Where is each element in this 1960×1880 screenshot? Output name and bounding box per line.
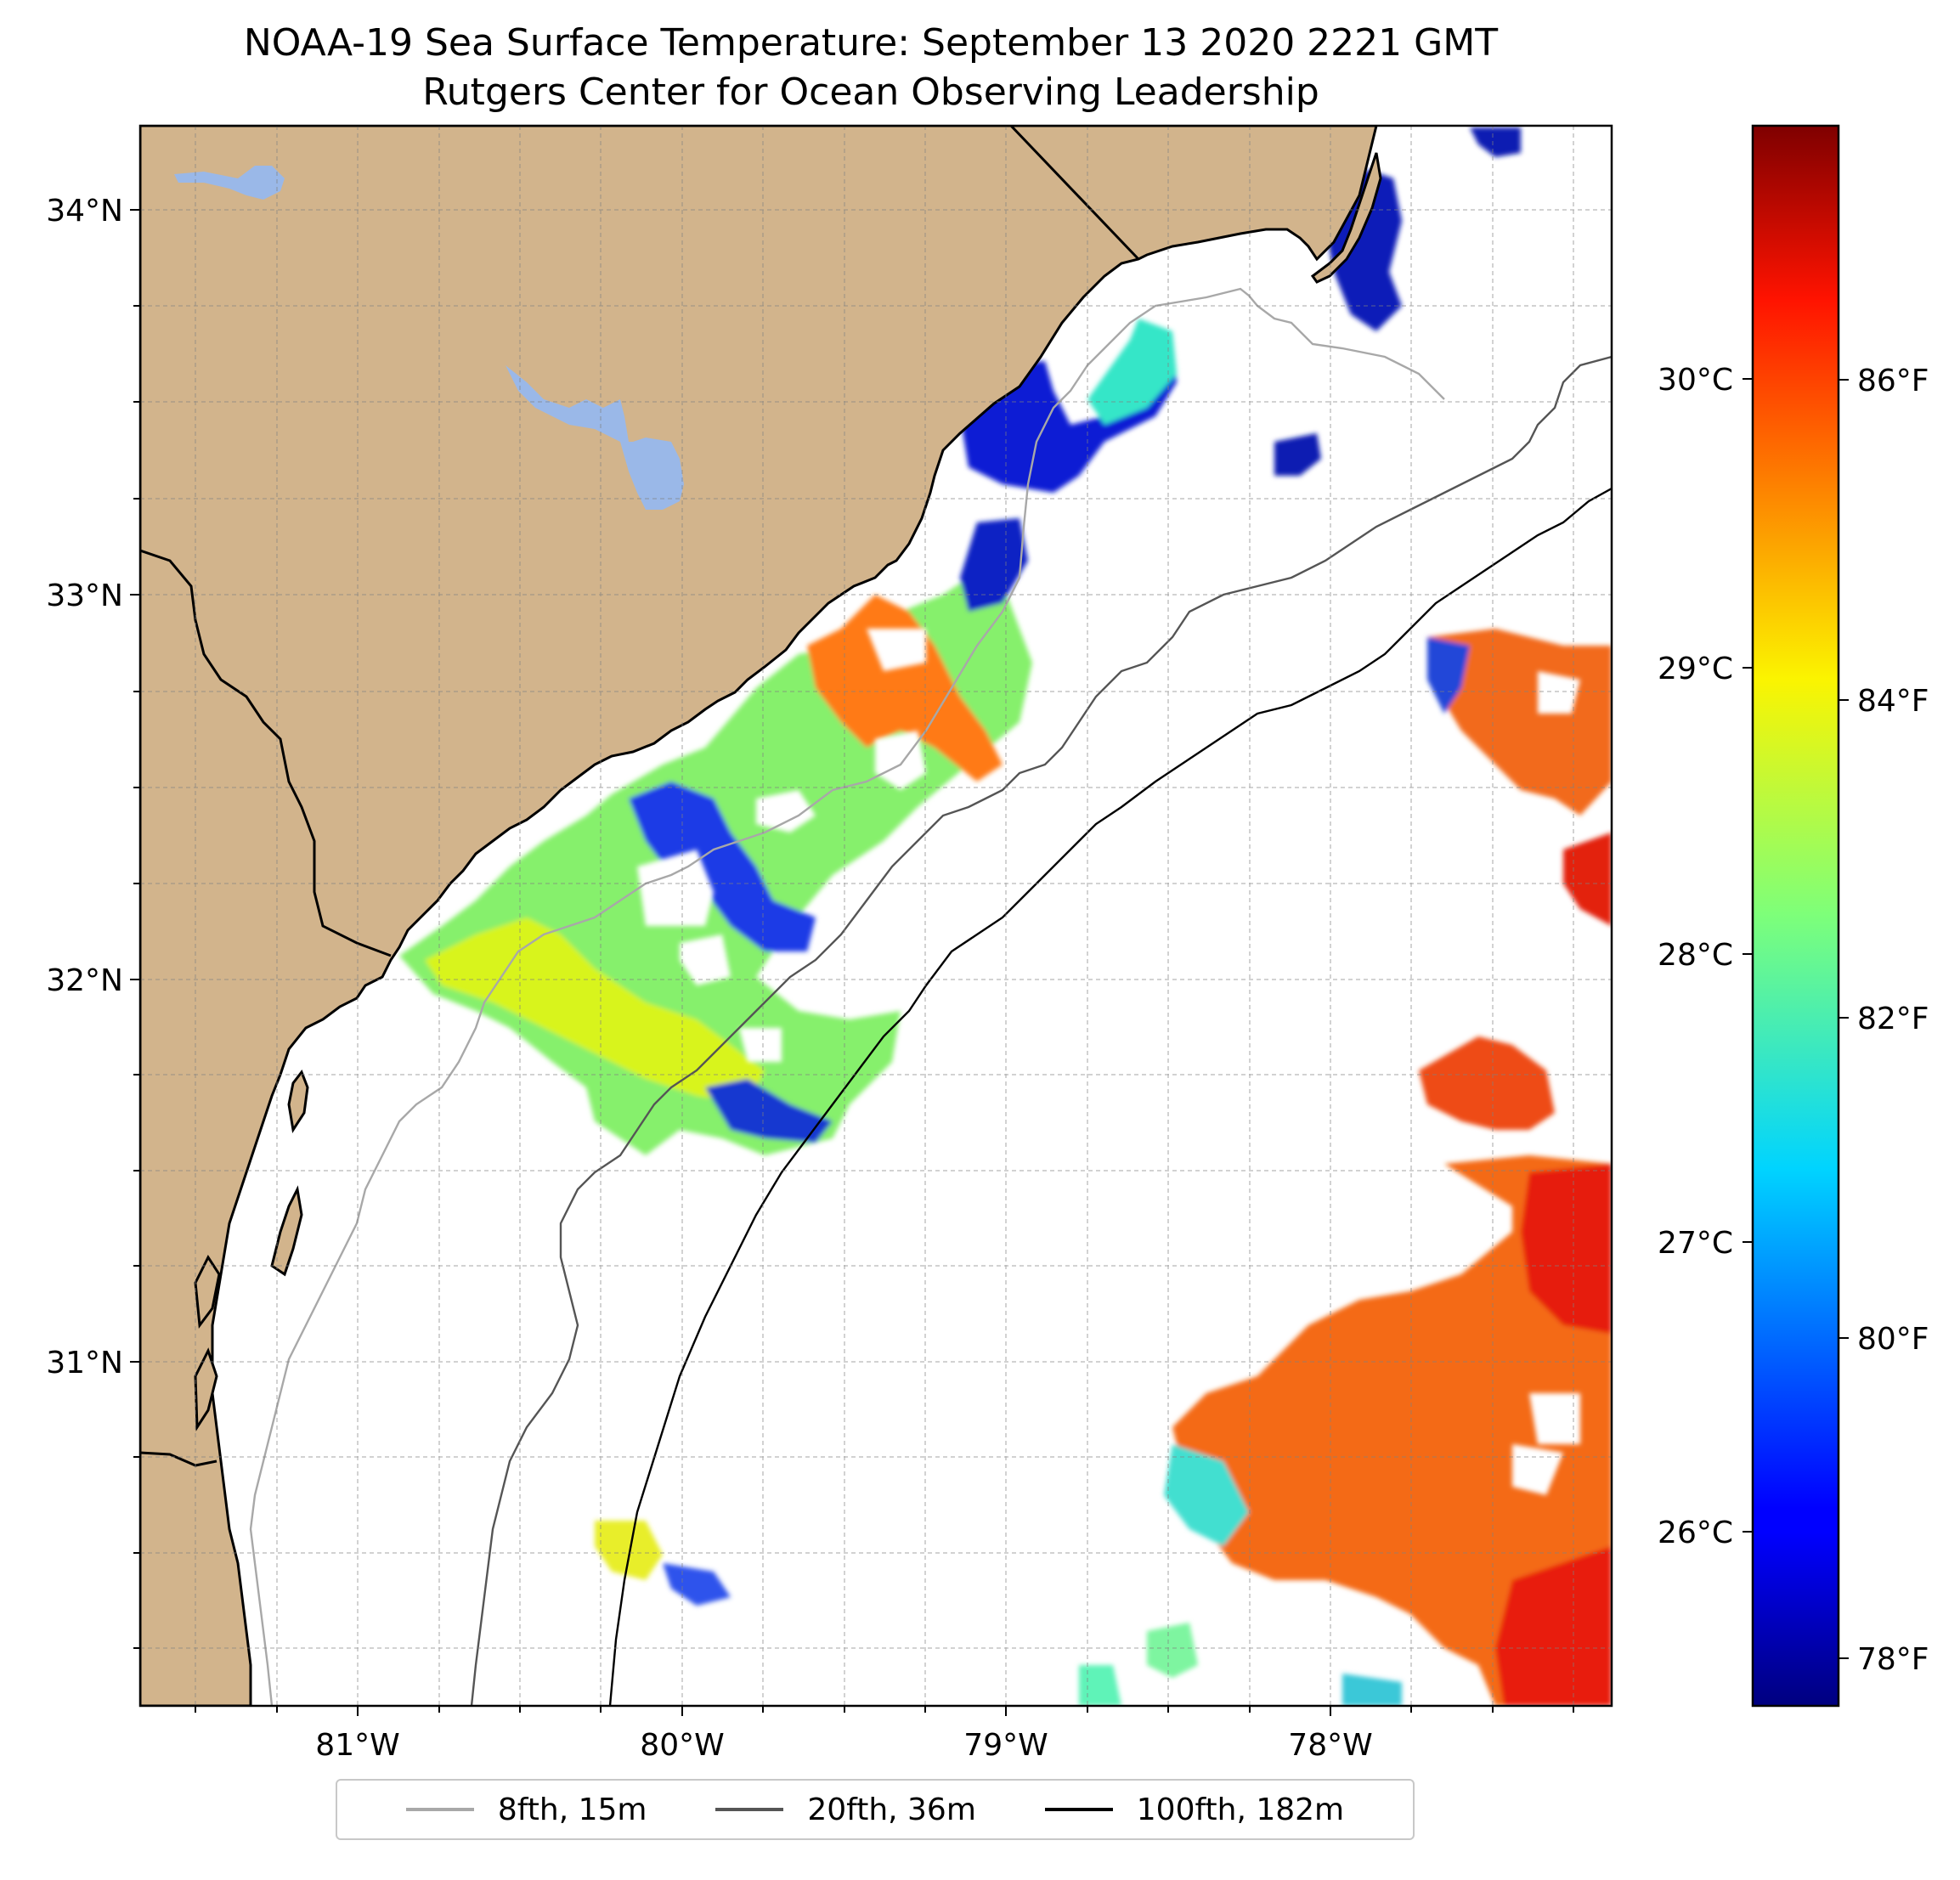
barrier-island — [194, 1347, 218, 1431]
map-title: NOAA-19 Sea Surface Temperature: Septemb… — [136, 19, 1606, 117]
sst-patch-red-east — [1563, 833, 1612, 926]
barrier-island — [194, 1254, 221, 1329]
sst-patch-south-east-red-2 — [1495, 1546, 1612, 1706]
legend-label-100fth: 100fth, 182m — [1136, 1792, 1345, 1827]
title-line-1: NOAA-19 Sea Surface Temperature: Septemb… — [243, 21, 1499, 65]
sst-patch-gulfstream-ne — [1427, 629, 1612, 816]
sst-patch-south-east-large — [1172, 1155, 1612, 1706]
colorbar-celsius-label: 30°C — [1658, 363, 1733, 398]
cloud-gap — [1529, 1393, 1580, 1444]
cloud-gap — [739, 1028, 782, 1062]
sst-patch-bottom-edge-2 — [1342, 1674, 1402, 1706]
nc-sc-border — [1009, 126, 1140, 261]
lon-tick-label: 81°W — [315, 1728, 399, 1763]
lon-tick-label: 79°W — [963, 1728, 1048, 1763]
sst-patch-cape-fear-top — [1470, 127, 1521, 157]
barrier-island — [270, 1185, 303, 1277]
colorbar-celsius-label: 27°C — [1658, 1226, 1733, 1261]
sst-patch-gulfstream-ne-blue — [1427, 637, 1470, 714]
land-mass — [140, 126, 1378, 1706]
colorbar-fahrenheit-label: 80°F — [1857, 1322, 1929, 1357]
sst-patch-bottom-blue — [663, 1563, 731, 1606]
sst-patch-blue-nearshore — [629, 782, 816, 951]
legend-swatch-8fth — [405, 1808, 474, 1811]
sst-patch-far-bottom — [1147, 1623, 1198, 1678]
map-panel — [140, 126, 1612, 1706]
axis-ticks — [130, 209, 1574, 1716]
sst-patch-south-blue — [705, 1079, 833, 1143]
legend-entry-20fth: 20fth, 36m — [715, 1792, 976, 1827]
lat-tick-label: 33°N — [46, 579, 123, 613]
lat-tick-label: 32°N — [46, 963, 123, 998]
lake-small-north — [174, 166, 285, 200]
map-frame — [138, 124, 1613, 1708]
colorbar-ticks — [1743, 378, 1849, 1659]
legend-swatch-100fth — [1044, 1808, 1113, 1811]
sst-patch-blue-mid — [960, 518, 1028, 612]
colorbar-fahrenheit-label: 82°F — [1857, 1002, 1929, 1036]
sst-patch-cyan-north — [1087, 319, 1177, 425]
cloud-gap — [637, 850, 714, 926]
barrier-island — [287, 1069, 309, 1134]
cloud-gap — [867, 629, 926, 671]
cloud-gap — [680, 934, 731, 985]
colorbar-fahrenheit-label: 78°F — [1857, 1642, 1929, 1677]
lake-marion — [506, 365, 684, 510]
lat-tick-label: 31°N — [46, 1346, 123, 1380]
colorbar-celsius-label: 26°C — [1658, 1516, 1733, 1550]
sst-patch-bottom-small — [595, 1521, 663, 1580]
cloud-gap — [875, 731, 926, 790]
isobath-8fth — [249, 287, 1445, 1706]
colorbar-celsius-label: 28°C — [1658, 938, 1733, 973]
cloud-gap — [756, 790, 816, 833]
sst-patch-sw-cyan — [1164, 1444, 1249, 1546]
isobath-100fth — [608, 487, 1612, 1706]
barrier-island — [1310, 152, 1382, 284]
legend-label-8fth: 8fth, 15m — [497, 1792, 647, 1827]
title-line-2: Rutgers Center for Ocean Observing Leade… — [422, 71, 1319, 114]
colorbar-fahrenheit-label: 86°F — [1857, 364, 1929, 398]
sst-patch-orange-inlet — [807, 595, 1003, 782]
isobath-legend: 8fth, 15m 20fth, 36m 100fth, 182m — [336, 1779, 1415, 1840]
colorbar: 26°C 27°C 28°C 29°C 30°C 78°F 80°F 82°F … — [1658, 124, 1929, 1708]
colorbar-gradient — [1751, 124, 1840, 1708]
ga-fl-border — [140, 1451, 217, 1467]
legend-entry-8fth: 8fth, 15m — [405, 1792, 647, 1827]
lon-tick-label: 78°W — [1288, 1728, 1372, 1763]
colorbar-celsius-label: 29°C — [1658, 652, 1733, 686]
lat-tick-label: 34°N — [46, 194, 123, 229]
colorbar-fahrenheit-label: 84°F — [1857, 684, 1929, 719]
sst-patch-small-blue — [1274, 433, 1321, 476]
cloud-gap — [1538, 671, 1580, 714]
state-border — [140, 549, 392, 957]
sst-patch-south-east-red — [1521, 1164, 1612, 1334]
legend-label-20fth: 20fth, 36m — [807, 1792, 976, 1827]
cloud-gaps — [637, 629, 1580, 1495]
legend-swatch-20fth — [715, 1808, 784, 1811]
lon-tick-label: 80°W — [640, 1728, 724, 1763]
legend-entry-100fth: 100fth, 182m — [1044, 1792, 1345, 1827]
sst-patch-bottom-edge — [1079, 1665, 1121, 1706]
gridlines — [140, 126, 1612, 1706]
sst-patch-mid-east — [1419, 1036, 1555, 1130]
isobath-20fth — [470, 355, 1612, 1706]
